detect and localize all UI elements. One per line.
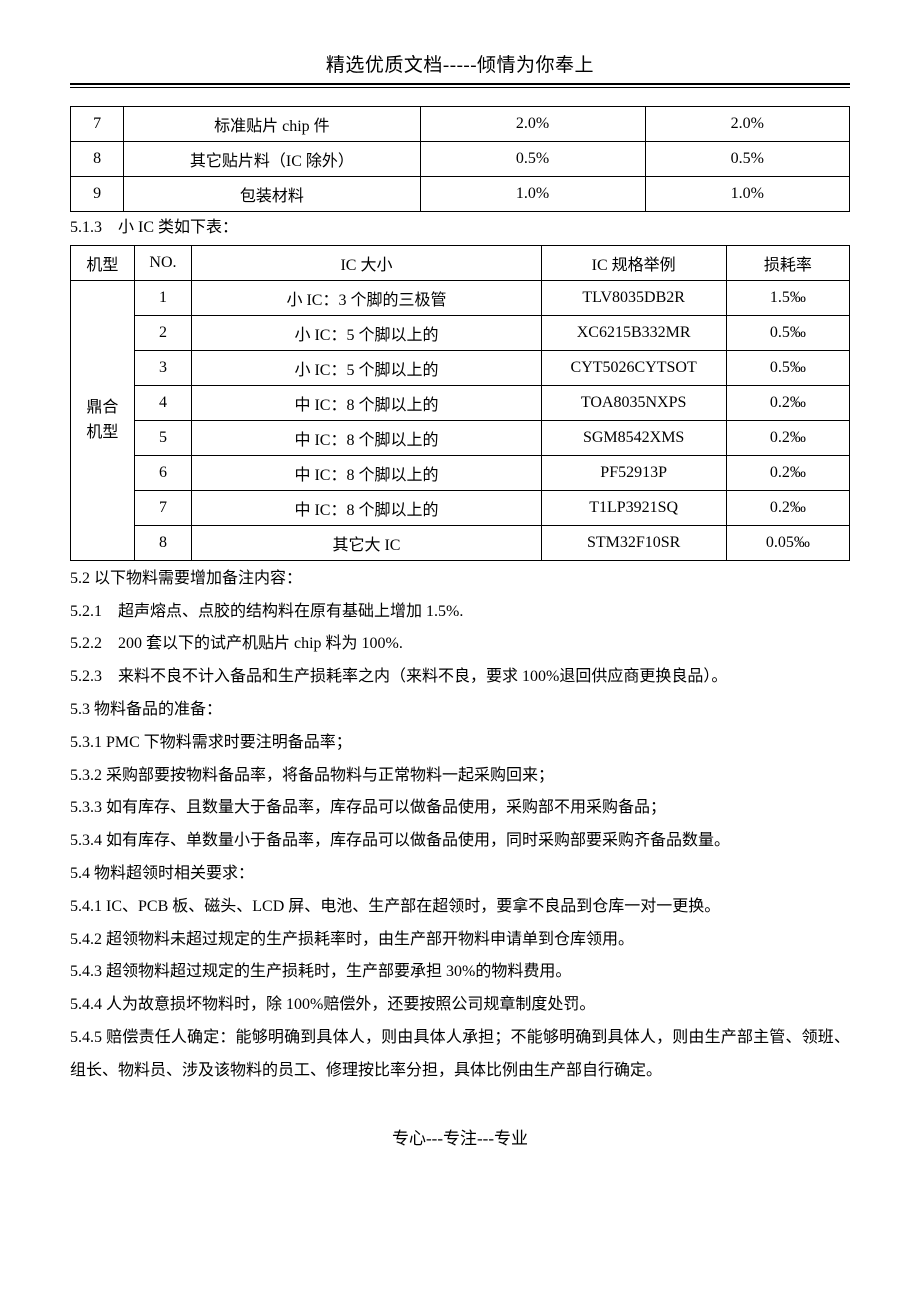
col-loss-rate: 损耗率 [726,245,849,280]
col-no: NO. [134,245,192,280]
cell-size: 小 IC：3 个脚的三极管 [192,280,541,315]
cell-name: 包装材料 [124,177,420,212]
cell-spec: SGM8542XMS [541,420,726,455]
body-line: 5.2.3 来料不良不计入备品和生产损耗率之内（来料不良，要求 100%退回供应… [70,661,850,694]
body-line: 5.2 以下物料需要增加备注内容： [70,563,850,596]
table-row: 3 小 IC：5 个脚以上的 CYT5026CYTSOT 0.5‰ [71,350,850,385]
cell-no: 7 [71,107,124,142]
body-line: 5.4.4 人为故意损坏物料时，除 100%赔偿外，还要按照公司规章制度处罚。 [70,989,850,1022]
table-row: 7 中 IC：8 个脚以上的 T1LP3921SQ 0.2‰ [71,490,850,525]
cell-v1: 2.0% [420,107,645,142]
cell-v1: 1.0% [420,177,645,212]
cell-size: 小 IC：5 个脚以上的 [192,350,541,385]
cell-no: 2 [134,315,192,350]
cell-no: 3 [134,350,192,385]
table-row: 8 其它贴片料（IC 除外） 0.5% 0.5% [71,142,850,177]
table-row: 6 中 IC：8 个脚以上的 PF52913P 0.2‰ [71,455,850,490]
cell-size: 中 IC：8 个脚以上的 [192,420,541,455]
cell-no: 8 [134,525,192,560]
cell-spec: XC6215B332MR [541,315,726,350]
cell-spec: TLV8035DB2R [541,280,726,315]
cell-v2: 0.5% [645,142,849,177]
table-row: 4 中 IC：8 个脚以上的 TOA8035NXPS 0.2‰ [71,385,850,420]
cell-rate: 0.2‰ [726,490,849,525]
table-row: 2 小 IC：5 个脚以上的 XC6215B332MR 0.5‰ [71,315,850,350]
cell-spec: STM32F10SR [541,525,726,560]
body-line: 5.4.3 超领物料超过规定的生产损耗时，生产部要承担 30%的物料费用。 [70,956,850,989]
table-row: 7 标准贴片 chip 件 2.0% 2.0% [71,107,850,142]
body-line: 5.2.2 200 套以下的试产机贴片 chip 料为 100%. [70,628,850,661]
body-line: 5.3.2 采购部要按物料备品率，将备品物料与正常物料一起采购回来； [70,760,850,793]
ic-loss-rate-table: 机型 NO. IC 大小 IC 规格举例 损耗率 鼎合机型 1 小 IC：3 个… [70,245,850,561]
cell-size: 中 IC：8 个脚以上的 [192,455,541,490]
cell-no: 4 [134,385,192,420]
cell-rate: 0.2‰ [726,385,849,420]
cell-size: 中 IC：8 个脚以上的 [192,385,541,420]
cell-spec: TOA8035NXPS [541,385,726,420]
body-line: 5.4 物料超领时相关要求： [70,858,850,891]
cell-no: 9 [71,177,124,212]
cell-size: 其它大 IC [192,525,541,560]
col-ic-spec: IC 规格举例 [541,245,726,280]
cell-no: 6 [134,455,192,490]
material-rate-table: 7 标准贴片 chip 件 2.0% 2.0% 8 其它贴片料（IC 除外） 0… [70,106,850,212]
cell-spec: T1LP3921SQ [541,490,726,525]
body-line: 5.2.1 超声熔点、点胶的结构料在原有基础上增加 1.5%. [70,596,850,629]
cell-no: 7 [134,490,192,525]
table-row: 5 中 IC：8 个脚以上的 SGM8542XMS 0.2‰ [71,420,850,455]
cell-rate: 0.2‰ [726,420,849,455]
cell-rate: 0.5‰ [726,315,849,350]
model-group-label: 鼎合机型 [86,399,118,442]
cell-v1: 0.5% [420,142,645,177]
col-ic-size: IC 大小 [192,245,541,280]
body-line: 5.3.1 PMC 下物料需求时要注明备品率； [70,727,850,760]
cell-rate: 1.5‰ [726,280,849,315]
cell-rate: 0.05‰ [726,525,849,560]
cell-name: 标准贴片 chip 件 [124,107,420,142]
table-row: 8 其它大 IC STM32F10SR 0.05‰ [71,525,850,560]
table-row: 鼎合机型 1 小 IC：3 个脚的三极管 TLV8035DB2R 1.5‰ [71,280,850,315]
cell-no: 5 [134,420,192,455]
cell-no: 8 [71,142,124,177]
body-line: 5.3.4 如有库存、单数量小于备品率，库存品可以做备品使用，同时采购部要采购齐… [70,825,850,858]
cell-v2: 1.0% [645,177,849,212]
page-header-title: 精选优质文档-----倾情为你奉上 [70,50,850,77]
cell-no: 1 [134,280,192,315]
body-line: 5.3.3 如有库存、且数量大于备品率，库存品可以做备品使用，采购部不用采购备品… [70,792,850,825]
heading-513: 5.1.3 小 IC 类如下表： [70,212,850,245]
header-rule [70,83,850,85]
cell-model-group: 鼎合机型 [71,280,135,560]
cell-size: 中 IC：8 个脚以上的 [192,490,541,525]
cell-size: 小 IC：5 个脚以上的 [192,315,541,350]
body-line: 5.3 物料备品的准备： [70,694,850,727]
body-line: 5.4.2 超领物料未超过规定的生产损耗率时，由生产部开物料申请单到仓库领用。 [70,924,850,957]
header-rule-thin [70,87,850,88]
table-header-row: 机型 NO. IC 大小 IC 规格举例 损耗率 [71,245,850,280]
cell-spec: CYT5026CYTSOT [541,350,726,385]
body-line: 5.4.5 赔偿责任人确定：能够明确到具体人，则由具体人承担；不能够明确到具体人… [70,1022,850,1088]
col-model: 机型 [71,245,135,280]
body-line: 5.4.1 IC、PCB 板、磁头、LCD 屏、电池、生产部在超领时，要拿不良品… [70,891,850,924]
table-row: 9 包装材料 1.0% 1.0% [71,177,850,212]
cell-spec: PF52913P [541,455,726,490]
page-footer: 专心---专注---专业 [70,1124,850,1149]
cell-rate: 0.5‰ [726,350,849,385]
cell-v2: 2.0% [645,107,849,142]
cell-rate: 0.2‰ [726,455,849,490]
cell-name: 其它贴片料（IC 除外） [124,142,420,177]
